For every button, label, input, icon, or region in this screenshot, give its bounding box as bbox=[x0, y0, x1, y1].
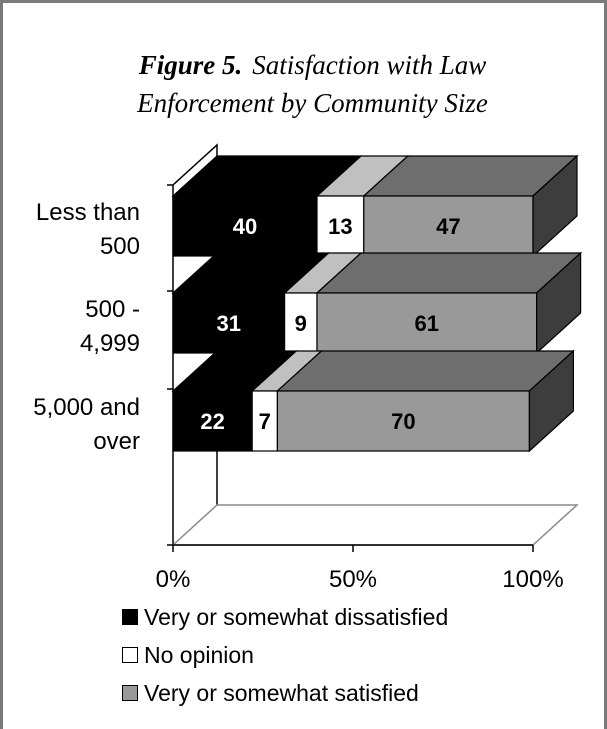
data-label-0-0: 40 bbox=[233, 214, 257, 239]
bar-top-2-2 bbox=[275, 350, 575, 392]
bar-2-2 bbox=[276, 390, 530, 452]
title-line-1: Satisfaction with Law bbox=[252, 50, 487, 80]
legend-label-dissatisfied: Very or somewhat dissatisfied bbox=[144, 603, 449, 630]
legend-item-dissatisfied: Very or somewhat dissatisfied bbox=[122, 598, 448, 636]
bar-2-0 bbox=[172, 390, 253, 452]
bar-1-2 bbox=[316, 292, 538, 354]
legend-swatch-dissatisfied bbox=[122, 609, 138, 625]
legend-label-satisfied: Very or somewhat satisfied bbox=[144, 679, 419, 706]
bar-1-1 bbox=[284, 292, 318, 354]
bar-side-0 bbox=[532, 154, 578, 258]
bar-2-1 bbox=[251, 390, 278, 452]
data-label-2-1: 7 bbox=[259, 409, 271, 434]
chart-floor bbox=[171, 504, 579, 546]
legend-item-satisfied: Very or somewhat satisfied bbox=[122, 674, 448, 712]
legend-label-no-opinion: No opinion bbox=[144, 641, 254, 668]
category-label-0-1: 500 bbox=[100, 233, 140, 260]
x-tick-label-0: 0% bbox=[156, 566, 191, 593]
bar-side-2 bbox=[528, 349, 575, 453]
bar-0-0 bbox=[172, 195, 318, 257]
category-label-2-1: over bbox=[93, 428, 140, 455]
legend: Very or somewhat dissatisfied No opinion… bbox=[122, 598, 448, 712]
bar-top-1-2 bbox=[315, 252, 583, 294]
data-label-1-2: 61 bbox=[415, 311, 439, 336]
data-label-1-1: 9 bbox=[295, 311, 307, 336]
category-label-1-0: 500 - bbox=[85, 296, 140, 323]
legend-swatch-satisfied bbox=[122, 685, 138, 701]
data-label-2-0: 22 bbox=[200, 409, 224, 434]
legend-swatch-no-opinion bbox=[122, 647, 138, 663]
x-tick-label-1: 50% bbox=[329, 566, 377, 593]
x-tick-label-2: 100% bbox=[502, 566, 563, 593]
legend-item-no-opinion: No opinion bbox=[122, 636, 448, 674]
bar-side-1 bbox=[535, 251, 582, 355]
data-label-0-2: 47 bbox=[436, 214, 460, 239]
bar-0-2 bbox=[363, 195, 534, 257]
figure-label: Figure 5. bbox=[138, 50, 243, 80]
category-label-0-0: Less than bbox=[36, 199, 140, 226]
chart-title: Figure 5. Satisfaction with Law Enforceme… bbox=[40, 46, 585, 122]
category-label-1-1: 4,999 bbox=[80, 330, 140, 357]
data-label-1-0: 31 bbox=[217, 311, 241, 336]
data-label-2-2: 70 bbox=[391, 409, 415, 434]
title-line-2: Enforcement by Community Size bbox=[137, 88, 488, 118]
category-label-2-0: 5,000 and bbox=[33, 394, 140, 421]
data-label-0-1: 13 bbox=[328, 214, 352, 239]
